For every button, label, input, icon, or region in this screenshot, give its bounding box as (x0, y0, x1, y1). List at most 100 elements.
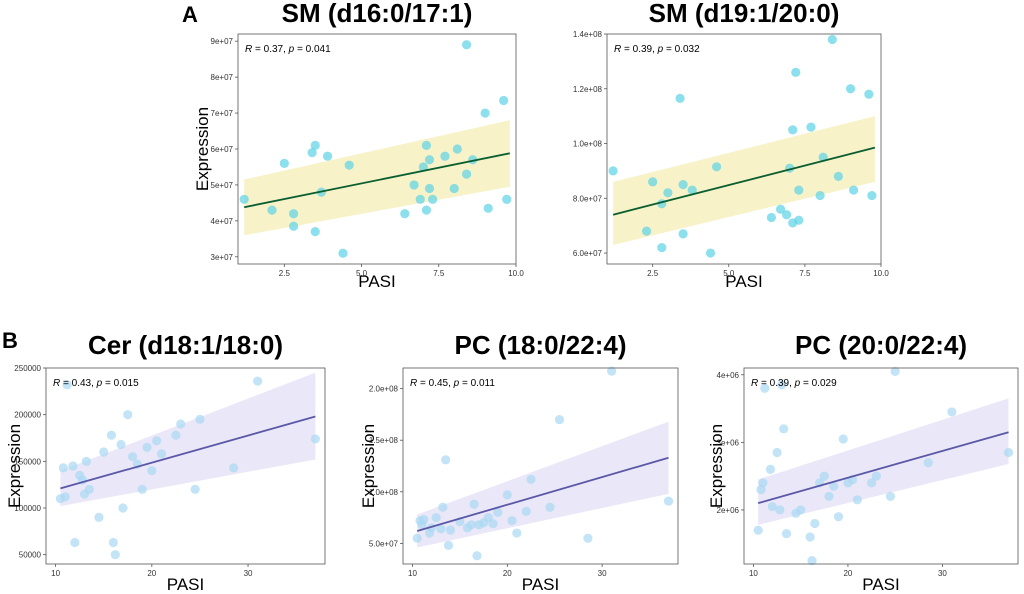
data-point (794, 185, 804, 195)
data-point (400, 209, 410, 219)
data-point (760, 383, 770, 393)
data-point (229, 463, 239, 473)
regression-line (416, 456, 669, 532)
data-point (648, 177, 658, 187)
data-point (838, 434, 848, 444)
y-tick-label: 8.0e+07 (573, 194, 603, 203)
data-point (767, 501, 777, 512)
data-point (483, 203, 493, 213)
data-point (443, 540, 454, 551)
data-point (807, 556, 817, 566)
stat-annotation: R = 0.37, p = 0.041 (245, 44, 331, 55)
data-point (885, 491, 896, 502)
confidence-band (417, 421, 669, 548)
data-point (583, 533, 593, 543)
plot-frame (402, 367, 679, 565)
data-point (452, 144, 462, 154)
data-point (545, 502, 555, 512)
y-tick-label: 3e+06 (717, 438, 740, 447)
data-point (310, 434, 320, 444)
data-point (171, 430, 181, 440)
data-point (849, 185, 859, 195)
data-point (791, 67, 801, 77)
chart-title: PC (20:0/22:4) (795, 330, 967, 360)
data-point (678, 179, 688, 190)
chart-4: PC (18:0/22:4) 10 20 30 5.0e+07 1.0e+08 1.5e+0… (359, 330, 679, 594)
stat-annotation: R = 0.39, p = 0.029 (751, 378, 837, 389)
x-axis-label: PASI (522, 575, 559, 594)
data-point (782, 210, 792, 220)
data-point (794, 215, 804, 225)
data-point (421, 140, 432, 151)
data-point (779, 424, 789, 434)
y-tick-label: 1.0e+08 (573, 140, 603, 149)
y-tick-label: 5e+07 (211, 181, 234, 190)
data-point (499, 95, 509, 106)
data-point (344, 160, 354, 170)
data-point (815, 190, 825, 201)
data-point (469, 499, 479, 509)
data-point (190, 484, 200, 494)
x-axis-label: PASI (167, 575, 204, 594)
y-tick-label: 1.5e+08 (369, 436, 399, 445)
chart-5: PC (20:0/22:4) 10 20 30 2e+06 3e+06 4e+06 R = 0… (707, 330, 1019, 594)
chart-2: SM (d19:1/20:0) 2.5 5.0 7.5 10.0 6.0e+07 8.0e+… (573, 0, 889, 291)
data-point (775, 204, 786, 214)
regression-line (757, 431, 1009, 505)
data-point (142, 442, 152, 452)
data-point (775, 505, 785, 515)
data-point (106, 430, 117, 440)
plot-frame (45, 367, 326, 565)
x-axis-label: PASI (725, 272, 762, 291)
y-tick-label: 1.4e+08 (573, 30, 603, 39)
data-point (152, 436, 162, 446)
y-tick-label: 3e+07 (211, 253, 234, 262)
data-point (94, 512, 104, 522)
data-point (267, 205, 277, 215)
data-point (289, 221, 299, 231)
data-point (68, 461, 78, 471)
data-point (428, 194, 438, 204)
data-point (923, 458, 933, 468)
data-point (805, 532, 815, 542)
data-point (502, 490, 512, 500)
data-point (947, 407, 957, 417)
data-point (176, 419, 186, 429)
data-point (675, 93, 685, 103)
y-tick-label: 6.0e+07 (573, 249, 603, 258)
data-point (310, 140, 320, 151)
data-point (472, 551, 482, 561)
x-tick-label: 10 (408, 569, 417, 578)
data-point (449, 183, 459, 194)
data-point (493, 507, 503, 518)
y-tick-label: 150000 (14, 457, 41, 466)
data-point (480, 108, 490, 118)
data-point (466, 520, 476, 530)
data-point (307, 147, 317, 158)
y-tick-label: 1.0e+08 (369, 488, 399, 497)
data-point (663, 188, 673, 198)
data-point (461, 40, 472, 50)
y-tick-label: 50000 (19, 551, 42, 560)
data-point (806, 122, 816, 132)
data-point (137, 484, 147, 494)
x-tick-label: 30 (938, 569, 947, 578)
data-point (819, 471, 829, 481)
data-point (608, 166, 618, 176)
x-tick-label: 10 (51, 569, 60, 578)
chart-1: SM (d16:0/17:1) 2.5 5.0 7.5 10.0 3e+07 4e+07 5e… (193, 0, 524, 291)
data-point (796, 505, 806, 515)
x-tick-label: 2.5 (279, 269, 291, 278)
data-point (60, 492, 70, 502)
y-tick-label: 4e+07 (211, 217, 234, 226)
regression-line (243, 152, 511, 209)
y-tick-label: 250000 (14, 364, 41, 373)
data-point (864, 89, 874, 99)
data-point (58, 463, 68, 473)
data-point (123, 410, 133, 420)
y-axis-label: Expression (193, 107, 212, 191)
data-point (678, 229, 688, 239)
y-axis-label: Expression (359, 424, 378, 508)
regression-line (60, 415, 316, 490)
